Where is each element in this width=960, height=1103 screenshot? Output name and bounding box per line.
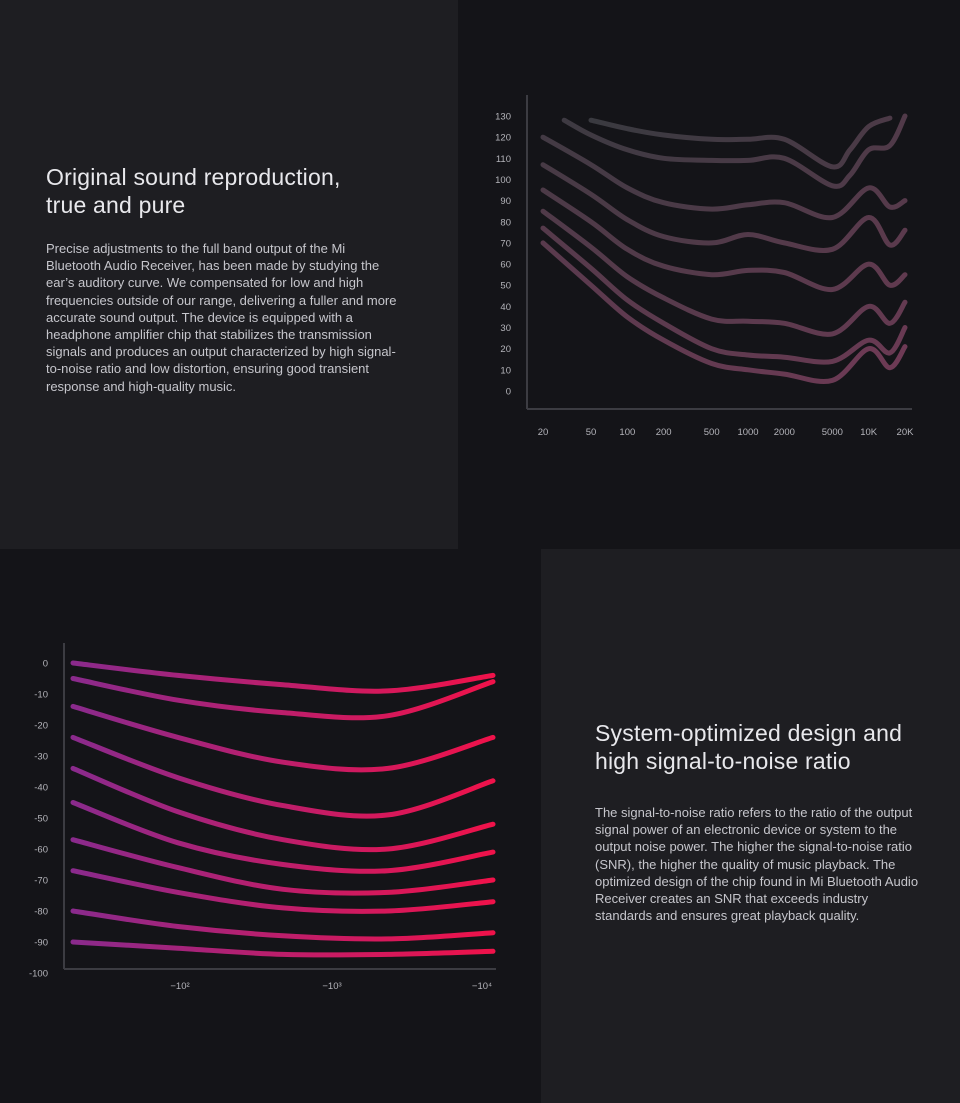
y-tick-label: -10 [34,690,48,701]
heading-line: Original sound reproduction, [46,164,341,190]
y-tick-label: -100 [29,969,48,980]
frequency-curve-3 [540,134,908,221]
panel-sound-reproduction [0,0,458,549]
snr-curve-5 [70,765,496,853]
y-tick-label: -20 [34,721,48,732]
y-tick-label: 80 [500,217,511,228]
x-tick-label: 50 [586,427,597,438]
x-tick-label: 10K [860,427,878,438]
x-tick-label: −10⁴ [472,981,492,992]
snr-curve-7 [70,837,496,896]
frequency-curve-7 [540,225,908,365]
y-tick-label: 90 [500,196,511,207]
y-tick-label: -70 [34,876,48,887]
y-tick-label: -60 [34,845,48,856]
y-tick-label: 120 [495,133,511,144]
y-tick-label: 40 [500,302,511,313]
y-tick-label: -90 [34,938,48,949]
y-tick-label: 50 [500,281,511,292]
y-tick-label: 30 [500,323,511,334]
frequency-curve-1 [588,115,893,170]
snr-curve-4 [70,734,496,819]
snr-curve-2 [70,676,496,721]
snr-curve-9 [70,908,496,942]
frequency-curve-8 [540,240,908,384]
y-tick-label: 0 [506,387,511,398]
frequency-curve-2 [561,113,908,189]
frequency-curve-5 [540,187,908,293]
snr-curve-8 [70,868,496,914]
x-tick-label: 20 [538,427,549,438]
frequency-curve-4 [540,162,908,253]
y-tick-label: 100 [495,175,511,186]
x-tick-label: 20K [897,427,915,438]
y-tick-label: 20 [500,344,511,355]
y-tick-label: 110 [496,154,511,165]
x-tick-label: 5000 [822,427,843,438]
sound-reproduction-description: Precise adjustments to the full band out… [46,241,397,394]
snr-curve-1 [70,660,496,694]
heading-line: true and pure [46,192,186,218]
x-tick-label: −10² [170,981,189,992]
y-tick-label: 130 [495,112,511,123]
x-tick-label: 500 [704,427,720,438]
y-tick-label: -50 [34,814,48,825]
frequency-curve-6 [540,208,908,337]
x-tick-label: 1000 [737,427,758,438]
snr-curve-10 [70,939,496,958]
y-tick-label: 10 [500,365,511,376]
x-tick-label: 200 [656,427,672,438]
snr-description: The signal-to-noise ratio refers to the … [595,805,919,924]
panel-snr-chart [0,549,541,1103]
y-tick-label: 0 [43,659,48,670]
y-tick-label: -30 [34,752,48,763]
y-tick-label: -80 [34,907,48,918]
x-tick-label: 2000 [774,427,795,438]
x-tick-label: −10³ [322,981,341,992]
sound-reproduction-heading: Original sound reproduction, true and pu… [46,163,426,219]
heading-line: System-optimized design and [595,720,903,746]
y-tick-label: 60 [500,260,511,271]
x-tick-label: 100 [619,427,635,438]
snr-heading: System-optimized design and high signal-… [595,719,935,775]
panel-snr-text [541,549,960,1103]
y-tick-label: 70 [500,238,511,249]
y-tick-label: -40 [34,783,48,794]
snr-curve-3 [70,703,496,773]
heading-line: high signal-to-noise ratio [595,748,851,774]
snr-curve-6 [70,800,496,874]
